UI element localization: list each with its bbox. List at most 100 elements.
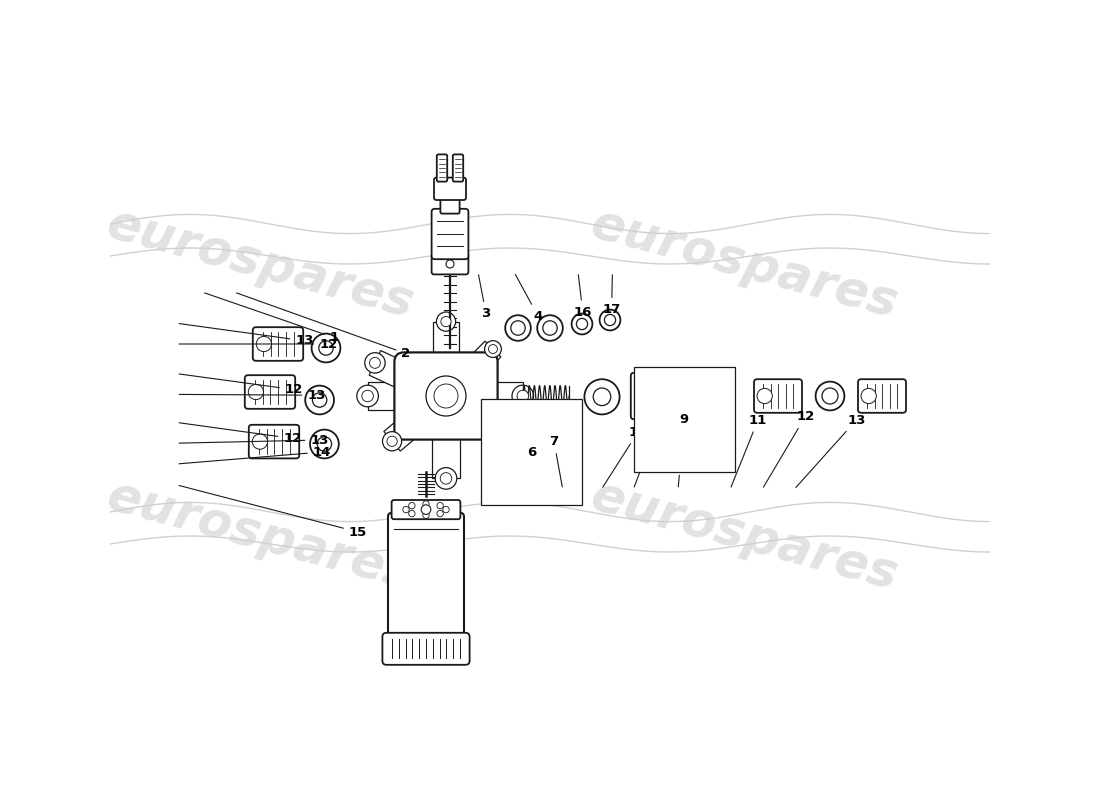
Circle shape xyxy=(305,386,334,414)
Circle shape xyxy=(576,318,587,330)
Ellipse shape xyxy=(362,390,373,402)
Circle shape xyxy=(421,505,431,514)
FancyBboxPatch shape xyxy=(858,379,906,413)
Ellipse shape xyxy=(365,353,385,373)
Text: 7: 7 xyxy=(549,435,562,487)
Text: 14: 14 xyxy=(179,446,331,464)
Ellipse shape xyxy=(485,341,502,358)
Ellipse shape xyxy=(441,317,451,326)
Text: 17: 17 xyxy=(603,274,620,316)
Text: 12: 12 xyxy=(179,374,304,396)
Circle shape xyxy=(593,388,611,406)
Polygon shape xyxy=(384,411,425,451)
Circle shape xyxy=(653,393,660,399)
FancyBboxPatch shape xyxy=(434,178,466,200)
FancyBboxPatch shape xyxy=(392,500,461,519)
Text: 12: 12 xyxy=(179,422,301,445)
Circle shape xyxy=(434,384,458,408)
Circle shape xyxy=(256,336,272,352)
Circle shape xyxy=(653,382,660,388)
Text: eurospares: eurospares xyxy=(101,472,418,600)
Ellipse shape xyxy=(440,473,452,484)
Circle shape xyxy=(815,382,845,410)
Text: 3: 3 xyxy=(478,274,491,320)
Circle shape xyxy=(510,321,525,335)
FancyBboxPatch shape xyxy=(431,254,469,274)
Polygon shape xyxy=(433,322,459,358)
Ellipse shape xyxy=(498,422,518,442)
Text: 13: 13 xyxy=(179,323,314,347)
Circle shape xyxy=(497,439,522,465)
Text: 5: 5 xyxy=(499,446,515,487)
Text: 15: 15 xyxy=(179,486,367,538)
Polygon shape xyxy=(465,341,501,377)
Circle shape xyxy=(604,314,616,326)
Ellipse shape xyxy=(387,436,397,446)
FancyBboxPatch shape xyxy=(519,447,543,473)
Text: 10: 10 xyxy=(603,426,647,487)
Circle shape xyxy=(252,434,267,450)
Circle shape xyxy=(542,321,558,335)
Circle shape xyxy=(572,314,593,334)
FancyBboxPatch shape xyxy=(630,373,669,419)
Text: eurospares: eurospares xyxy=(585,472,902,600)
Circle shape xyxy=(861,388,877,404)
Circle shape xyxy=(504,446,516,458)
Circle shape xyxy=(640,393,647,399)
Ellipse shape xyxy=(437,312,455,331)
Circle shape xyxy=(640,382,647,388)
Text: 12: 12 xyxy=(763,410,814,487)
FancyBboxPatch shape xyxy=(754,379,802,413)
FancyBboxPatch shape xyxy=(245,375,295,409)
Circle shape xyxy=(757,388,772,404)
Ellipse shape xyxy=(436,467,456,489)
Text: 16: 16 xyxy=(573,274,592,318)
Circle shape xyxy=(584,379,619,414)
Circle shape xyxy=(426,376,466,416)
FancyBboxPatch shape xyxy=(249,425,299,458)
Ellipse shape xyxy=(512,385,534,406)
Circle shape xyxy=(310,430,339,458)
Polygon shape xyxy=(370,350,417,392)
Circle shape xyxy=(822,388,838,404)
Polygon shape xyxy=(484,382,522,410)
Circle shape xyxy=(312,393,327,407)
Circle shape xyxy=(437,510,443,517)
Ellipse shape xyxy=(503,427,514,437)
Circle shape xyxy=(505,315,531,341)
Text: 4: 4 xyxy=(515,274,542,322)
Circle shape xyxy=(319,341,333,355)
Circle shape xyxy=(437,502,443,509)
Text: 13: 13 xyxy=(796,414,866,487)
Circle shape xyxy=(600,310,620,330)
FancyBboxPatch shape xyxy=(440,196,460,214)
Circle shape xyxy=(443,506,449,513)
Ellipse shape xyxy=(356,385,378,406)
Polygon shape xyxy=(431,434,461,478)
Circle shape xyxy=(537,315,563,341)
FancyBboxPatch shape xyxy=(395,352,497,439)
Text: 6: 6 xyxy=(527,446,536,487)
Circle shape xyxy=(409,502,415,509)
Circle shape xyxy=(422,512,429,518)
Ellipse shape xyxy=(370,358,381,368)
Circle shape xyxy=(409,510,415,517)
Text: 13: 13 xyxy=(179,434,329,446)
Circle shape xyxy=(249,384,264,400)
Text: 12: 12 xyxy=(179,338,338,350)
Circle shape xyxy=(403,506,409,513)
Text: 9: 9 xyxy=(679,413,689,487)
FancyBboxPatch shape xyxy=(383,633,470,665)
FancyBboxPatch shape xyxy=(388,513,464,645)
Circle shape xyxy=(422,501,429,507)
Text: 2: 2 xyxy=(236,293,410,360)
Circle shape xyxy=(311,334,340,362)
FancyBboxPatch shape xyxy=(431,209,469,259)
Text: 8: 8 xyxy=(635,416,663,487)
Text: 1: 1 xyxy=(205,293,339,344)
Text: 11: 11 xyxy=(732,414,767,487)
FancyBboxPatch shape xyxy=(669,381,701,403)
Text: 13: 13 xyxy=(179,389,326,402)
Ellipse shape xyxy=(446,260,454,268)
Circle shape xyxy=(653,404,660,410)
